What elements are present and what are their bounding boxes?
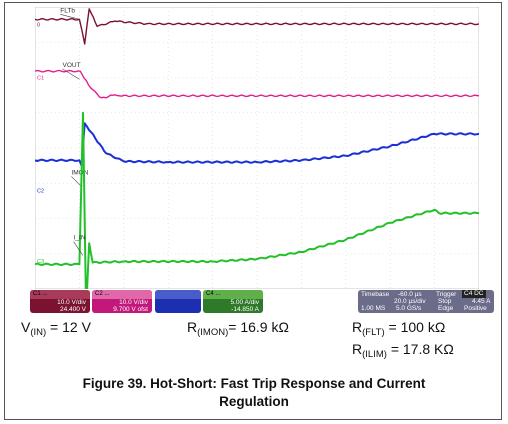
channel-4-panel: C4 ... 5.00 A/div -14.850 A <box>203 290 263 313</box>
timebase-samples: 1.00 MS <box>361 305 386 312</box>
trace-label-leader <box>73 241 84 256</box>
trigger-badge: C4 DC <box>462 290 486 298</box>
figure-frame: FLTb 0 VOUT C1 IMON C2 I_IN C3 C1 ... 10.0 V/di… <box>4 2 502 420</box>
trace-vout <box>35 69 479 99</box>
channel-2-header: C2 ... <box>92 290 152 299</box>
channel-2-panel: C2 ... 10.0 V/div 9.700 V ofst <box>92 290 152 313</box>
oscilloscope-plot: FLTb 0 VOUT C1 IMON C2 I_IN C3 <box>35 7 479 289</box>
trace-label-fltb: FLTb <box>60 7 75 14</box>
channel-3-header <box>155 290 201 299</box>
channel-1-header: C1 ... <box>30 290 90 299</box>
timebase-sample-rate: 5.0 GS/s <box>396 305 422 312</box>
rilim-condition: R(ILIM) = 17.8 KΩ <box>352 341 454 360</box>
vin-condition: V(IN) = 12 V <box>21 319 91 338</box>
trigger-level: 4.45 A <box>472 298 491 305</box>
trace-label-leader <box>60 13 80 20</box>
ground-marker: C1 <box>37 76 44 82</box>
plot-area <box>35 7 479 289</box>
rflt-condition: R(FLT) = 100 kΩ <box>352 319 446 338</box>
channel-4-scale: 5.00 A/div <box>230 299 259 306</box>
trace-fltb <box>35 8 479 45</box>
channel-1-panel: C1 ... 10.0 V/div 24.400 V <box>30 290 90 313</box>
channel-1-offset: 24.400 V <box>59 306 86 313</box>
rimon-condition: R(IMON)= 16.9 kΩ <box>187 319 289 338</box>
timebase-label: Timebase <box>361 291 390 298</box>
figure-caption: Figure 39. Hot-Short: Fast Trip Response… <box>0 375 508 411</box>
trigger-type: Edge <box>438 305 454 312</box>
timebase-rate: 20.0 µs/div <box>394 298 426 305</box>
trace-i-in <box>35 111 479 289</box>
trigger-label: Trigger <box>436 291 457 298</box>
trace-label-leader <box>62 68 80 80</box>
caption-line-2: Regulation <box>219 394 289 409</box>
ground-marker: C2 <box>37 188 44 194</box>
timebase-delay: -60.0 µs <box>398 291 422 298</box>
timebase-trigger-panel: Timebase -60.0 µs Trigger C4 DC 20.0 µs/… <box>358 290 494 313</box>
trace-label-i-in: I_IN <box>74 235 86 242</box>
channel-2-scale: 10.0 V/div <box>119 299 148 306</box>
trace-imon <box>35 122 479 167</box>
trace-label-leader <box>71 176 82 187</box>
channel-1-scale: 10.0 V/div <box>57 299 86 306</box>
channel-4-header: C4 ... <box>203 290 263 299</box>
ground-marker: 0 <box>37 23 40 29</box>
channel-3-panel <box>155 290 201 313</box>
trace-label-vout: VOUT <box>63 62 81 69</box>
channel-2-offset: 9.700 V ofst <box>113 306 148 313</box>
trace-label-imon: IMON <box>71 169 88 176</box>
channel-4-offset: -14.850 A <box>231 306 259 313</box>
ground-marker: C3 <box>37 259 44 265</box>
trigger-mode: Stop <box>438 298 452 305</box>
trigger-slope: Positive <box>464 305 487 312</box>
caption-line-1: Figure 39. Hot-Short: Fast Trip Response… <box>82 376 426 391</box>
